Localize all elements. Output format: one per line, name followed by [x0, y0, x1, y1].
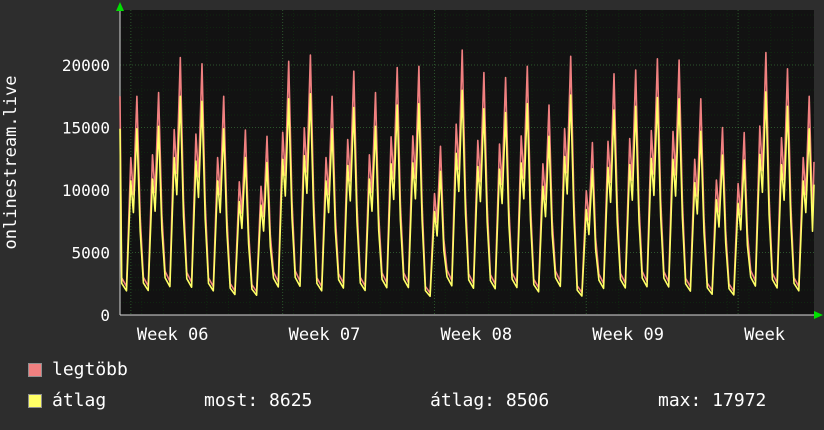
legend-label-legtobb: legtöbb — [52, 359, 128, 380]
x-tick-label: Week 09 — [592, 325, 664, 345]
chart-title: onlinestream.live — [1, 76, 21, 250]
legend-item-legtobb: legtöbb — [28, 361, 128, 379]
legend-swatch-legtobb — [28, 363, 42, 377]
stat-atlag: átlag: 8506 — [430, 390, 550, 411]
legend-swatch-atlag — [28, 394, 42, 408]
y-tick-label: 20000 — [62, 56, 110, 75]
chart: 0 5000 10000 15000 20000 Week 06 Week 07 Week 0… — [1, 2, 823, 345]
x-tick-label: Week 07 — [289, 325, 361, 345]
y-tick-label: 15000 — [62, 119, 110, 138]
legend-label-atlag: átlag — [52, 390, 107, 411]
x-tick-label: Week 08 — [440, 325, 512, 345]
y-tick-label: 10000 — [62, 181, 110, 200]
y-tick-label: 0 — [100, 306, 110, 325]
legend-item-atlag: átlag — [28, 392, 106, 410]
x-tick-label: Week 06 — [137, 325, 209, 345]
series-line-atlag — [119, 89, 815, 298]
y-axis-arrow-icon — [116, 2, 124, 11]
stat-most: most: 8625 — [204, 390, 313, 411]
x-tick-label: Week — [744, 325, 785, 345]
x-axis-arrow-icon — [814, 311, 823, 319]
y-tick-label: 5000 — [71, 244, 110, 263]
stat-max: max: 17972 — [658, 390, 767, 411]
